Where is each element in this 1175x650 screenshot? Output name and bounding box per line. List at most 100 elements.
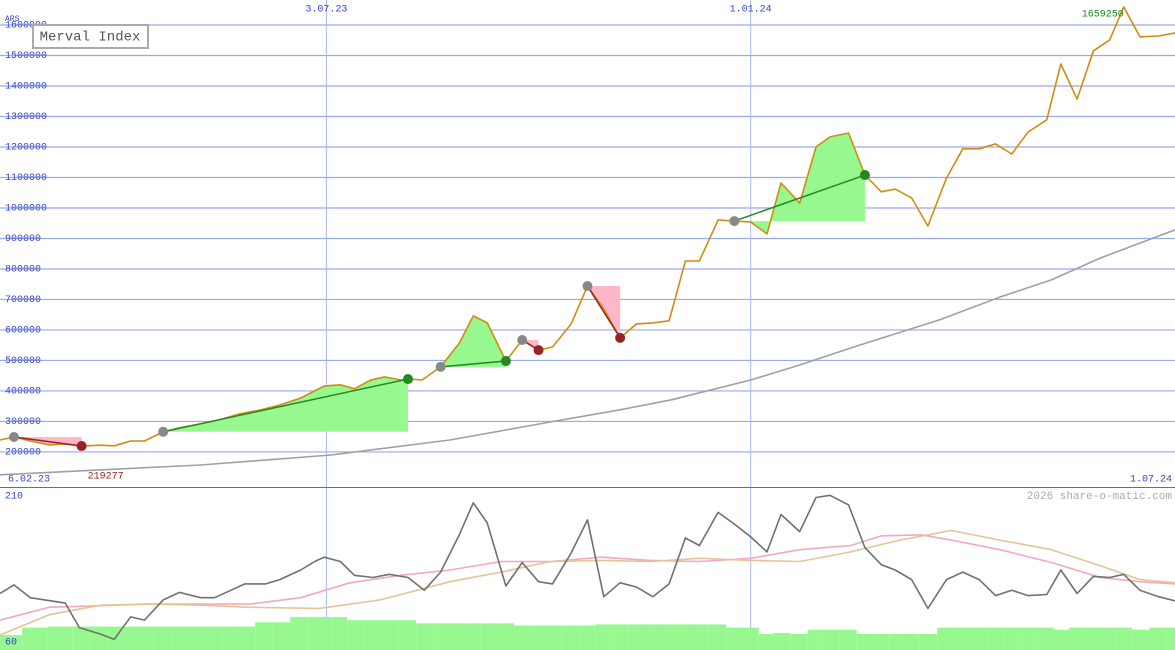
- y-tick-label: 1400000: [5, 82, 47, 93]
- end-date-label: 1.07.24: [1130, 475, 1172, 486]
- volume-bar: [545, 625, 562, 650]
- volume-bar: [888, 634, 904, 650]
- volume-bar: [919, 634, 938, 650]
- trade-line: [734, 174, 866, 222]
- credit: 2026 share-o-matic.com: [1027, 491, 1173, 503]
- volume-bar: [514, 625, 531, 650]
- y-tick-label: 600000: [5, 326, 41, 337]
- volume-bar: [807, 629, 823, 650]
- volume-bar: [363, 620, 382, 650]
- trade-line: [440, 360, 506, 368]
- volume-bar: [22, 627, 48, 650]
- trade-exit: [615, 332, 626, 343]
- volume-bar: [937, 627, 955, 650]
- volume-bar: [742, 627, 759, 650]
- trade-entry: [435, 361, 446, 372]
- volume-bar: [237, 626, 256, 650]
- trade-area: [734, 132, 865, 234]
- series-line: [0, 529, 1175, 636]
- volume-bar: [677, 624, 693, 650]
- volume-bar: [190, 626, 208, 650]
- volume-bar: [137, 626, 154, 650]
- volume-bar: [1166, 627, 1175, 650]
- y-tick-label: 200000: [5, 448, 41, 459]
- y-tick-label: 300000: [5, 417, 41, 428]
- y-tick-label: 800000: [5, 265, 41, 276]
- volume-bar: [987, 627, 1004, 650]
- series-line: [0, 6, 1175, 447]
- volume-bar: [0, 635, 7, 650]
- y-tick-label: 500000: [5, 356, 41, 367]
- volume-bar: [644, 624, 661, 650]
- trade-area: [587, 286, 621, 338]
- trade-entry: [8, 431, 19, 442]
- trade-exit: [76, 441, 87, 452]
- volume-bar: [1085, 627, 1102, 650]
- volume-bar: [708, 624, 727, 650]
- volume-bar: [611, 624, 629, 650]
- volume-bar: [1053, 629, 1069, 650]
- volume-bar: [122, 626, 138, 650]
- volume-bar: [1131, 629, 1150, 650]
- y-tick-label: 400000: [5, 387, 41, 398]
- trade-exit: [500, 356, 511, 367]
- y-tick-label: 210: [5, 492, 23, 503]
- volume-bar: [579, 625, 596, 650]
- volume-bar: [1068, 627, 1086, 650]
- volume-bar: [822, 629, 840, 650]
- y-tick-label: 60: [5, 638, 17, 649]
- x-tick-label: 3.07.23: [305, 5, 347, 16]
- series-line: [0, 494, 1175, 641]
- volume-bar: [903, 634, 920, 650]
- volume-bar: [790, 634, 808, 650]
- volume-bar: [496, 623, 515, 650]
- volume-bar: [561, 625, 580, 650]
- volume-bar: [207, 626, 223, 650]
- volume-bar: [628, 624, 645, 650]
- volume-bar: [171, 626, 191, 650]
- volume-bar: [1003, 627, 1020, 650]
- volume-bar: [1101, 627, 1117, 650]
- volume-bar: [480, 623, 497, 650]
- volume-bar: [1019, 627, 1038, 650]
- volume-bar: [255, 622, 273, 650]
- volume-bar: [72, 626, 90, 650]
- volume-bar: [954, 627, 972, 650]
- title-box: [32, 24, 149, 49]
- trade-entry: [158, 426, 169, 437]
- volume-bar: [726, 627, 743, 650]
- volume-bar: [222, 626, 238, 650]
- volume-bar: [692, 624, 709, 650]
- max-label: 1659250: [1082, 10, 1124, 21]
- volume-bar: [89, 626, 108, 650]
- foreground-layer: 200000 300000 400000 500000 600000 700000 8000…: [0, 5, 1175, 649]
- volume-bar: [466, 623, 481, 650]
- volume-bar: [307, 616, 320, 650]
- series-line: [0, 229, 1175, 476]
- volume-bar: [153, 626, 172, 650]
- volume-bar: [272, 622, 291, 650]
- trade-entry: [729, 216, 740, 227]
- volume-bar: [319, 616, 333, 650]
- trade-entry: [517, 335, 528, 346]
- volume-bar: [47, 626, 73, 650]
- y-tick-label: 1300000: [5, 112, 47, 123]
- volume-bar: [660, 624, 678, 650]
- trade-exit: [402, 374, 413, 385]
- volume-bar: [398, 620, 417, 650]
- volume-bar: [290, 616, 308, 650]
- trade-line: [13, 436, 82, 447]
- volume-bar: [449, 623, 467, 650]
- trade-line: [163, 378, 409, 433]
- volume-bar: [1116, 627, 1132, 650]
- y-tick-label: 1500000: [5, 51, 47, 62]
- volume-bar: [347, 620, 364, 650]
- min-label: 219277: [88, 472, 124, 483]
- x-tick-label: 1.01.24: [730, 5, 772, 16]
- y-tick-label: 1000000: [5, 204, 47, 215]
- volume-bar: [416, 623, 433, 650]
- volume-bar: [6, 635, 23, 650]
- volume-bar: [1037, 627, 1054, 650]
- start-date-label: 6.02.23: [8, 475, 50, 486]
